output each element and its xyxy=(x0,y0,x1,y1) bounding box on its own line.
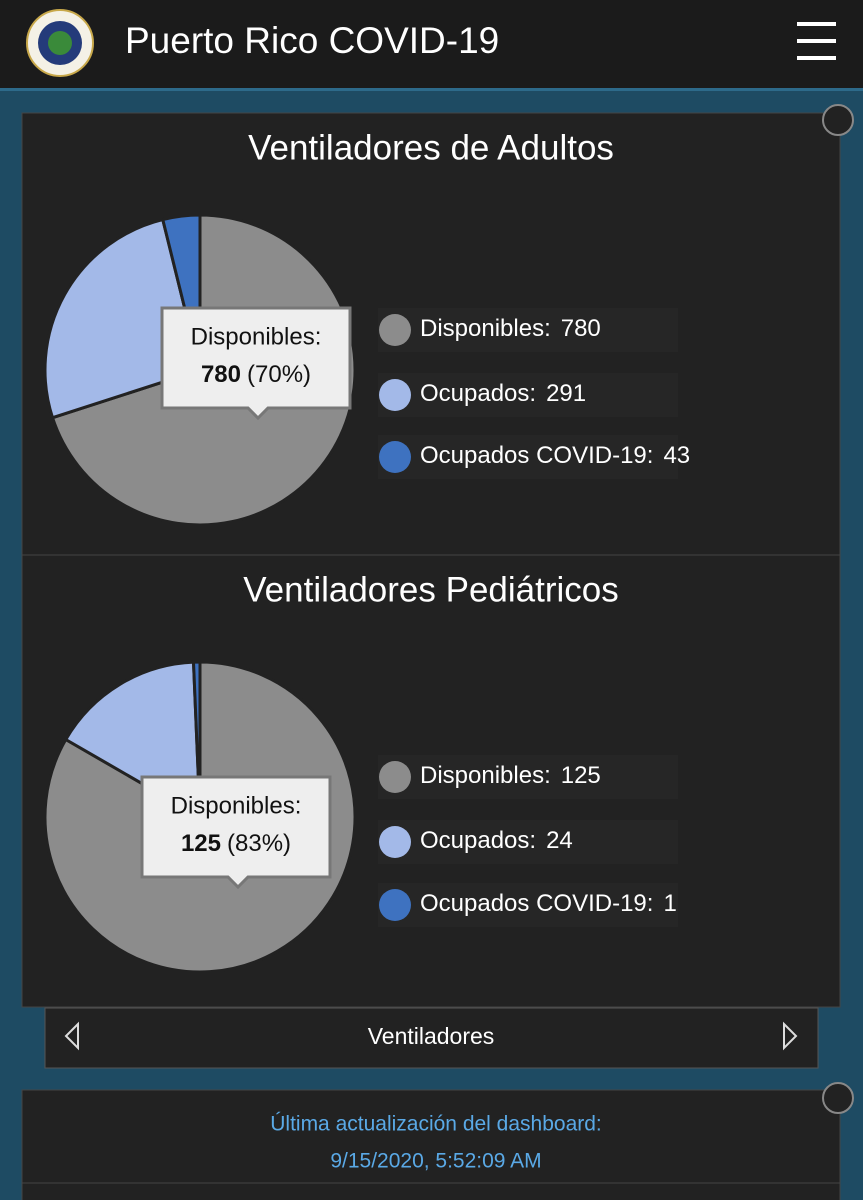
legend-entry: Ocupados COVID-19: 43 xyxy=(420,442,690,469)
tooltip-number: 125 xyxy=(181,830,221,857)
legend-item-bg xyxy=(378,755,678,799)
tooltip-number: 780 xyxy=(201,361,241,388)
legend-label: Ocupados COVID-19: xyxy=(420,442,653,469)
menu-button[interactable] xyxy=(797,22,836,60)
legend-item-bg xyxy=(378,883,678,927)
tooltip-label: Disponibles: xyxy=(171,792,302,819)
legend-label: Ocupados COVID-19: xyxy=(420,890,653,917)
legend-swatch xyxy=(379,441,411,473)
legend-swatch xyxy=(379,379,411,411)
update-label: Última actualización del dashboard: xyxy=(270,1113,602,1136)
legend-entry: Ocupados: 24 xyxy=(420,827,573,854)
tooltip xyxy=(160,306,352,421)
legend-label: Disponibles: xyxy=(420,762,551,789)
chart-title: Ventiladores de Adultos xyxy=(248,128,614,167)
next-button[interactable] xyxy=(783,1021,798,1051)
expand-button[interactable] xyxy=(822,1082,854,1114)
update-timestamp: 9/15/2020, 5:52:09 AM xyxy=(330,1150,541,1173)
legend-entry: Disponibles: 125 xyxy=(420,762,601,789)
nav-label: Ventiladores xyxy=(368,1023,495,1049)
legend-entry: Disponibles: 780 xyxy=(420,315,601,342)
legend-item-bg xyxy=(378,373,678,417)
legend-swatch xyxy=(379,826,411,858)
prev-button[interactable] xyxy=(64,1021,79,1051)
legend-item-bg xyxy=(378,820,678,864)
app-title: Puerto Rico COVID-19 xyxy=(125,20,499,61)
legend-swatch xyxy=(379,889,411,921)
tooltip-value: 125 (83%) xyxy=(181,830,291,857)
legend-swatch xyxy=(379,761,411,793)
tooltip-percent: (83%) xyxy=(227,830,291,857)
legend-label: Ocupados: xyxy=(420,380,536,407)
pie-slice xyxy=(43,660,357,974)
expand-button[interactable] xyxy=(822,104,854,136)
legend-value: 43 xyxy=(663,442,690,469)
nav-bar xyxy=(44,1007,819,1069)
tooltip-percent: (70%) xyxy=(247,361,311,388)
legend-value: 291 xyxy=(546,380,586,407)
legend-entry: Ocupados: 291 xyxy=(420,380,586,407)
chart-title: Ventiladores Pediátricos xyxy=(243,570,619,609)
legend-swatch xyxy=(379,314,411,346)
tooltip-label: Disponibles: xyxy=(191,323,322,350)
tooltip xyxy=(140,775,332,890)
legend-label: Ocupados: xyxy=(420,827,536,854)
legend-value: 1 xyxy=(663,890,676,917)
legend-label: Disponibles: xyxy=(420,315,551,342)
legend-item-bg xyxy=(378,308,678,352)
legend-value: 780 xyxy=(561,315,601,342)
seal xyxy=(26,9,94,77)
legend-value: 125 xyxy=(561,762,601,789)
header-bar xyxy=(0,0,863,90)
footer-panel xyxy=(21,1089,841,1200)
tooltip-value: 780 (70%) xyxy=(201,361,311,388)
legend-value: 24 xyxy=(546,827,573,854)
header-border xyxy=(0,88,863,91)
legend-entry: Ocupados COVID-19: 1 xyxy=(420,890,677,917)
legend-item-bg xyxy=(378,435,678,479)
